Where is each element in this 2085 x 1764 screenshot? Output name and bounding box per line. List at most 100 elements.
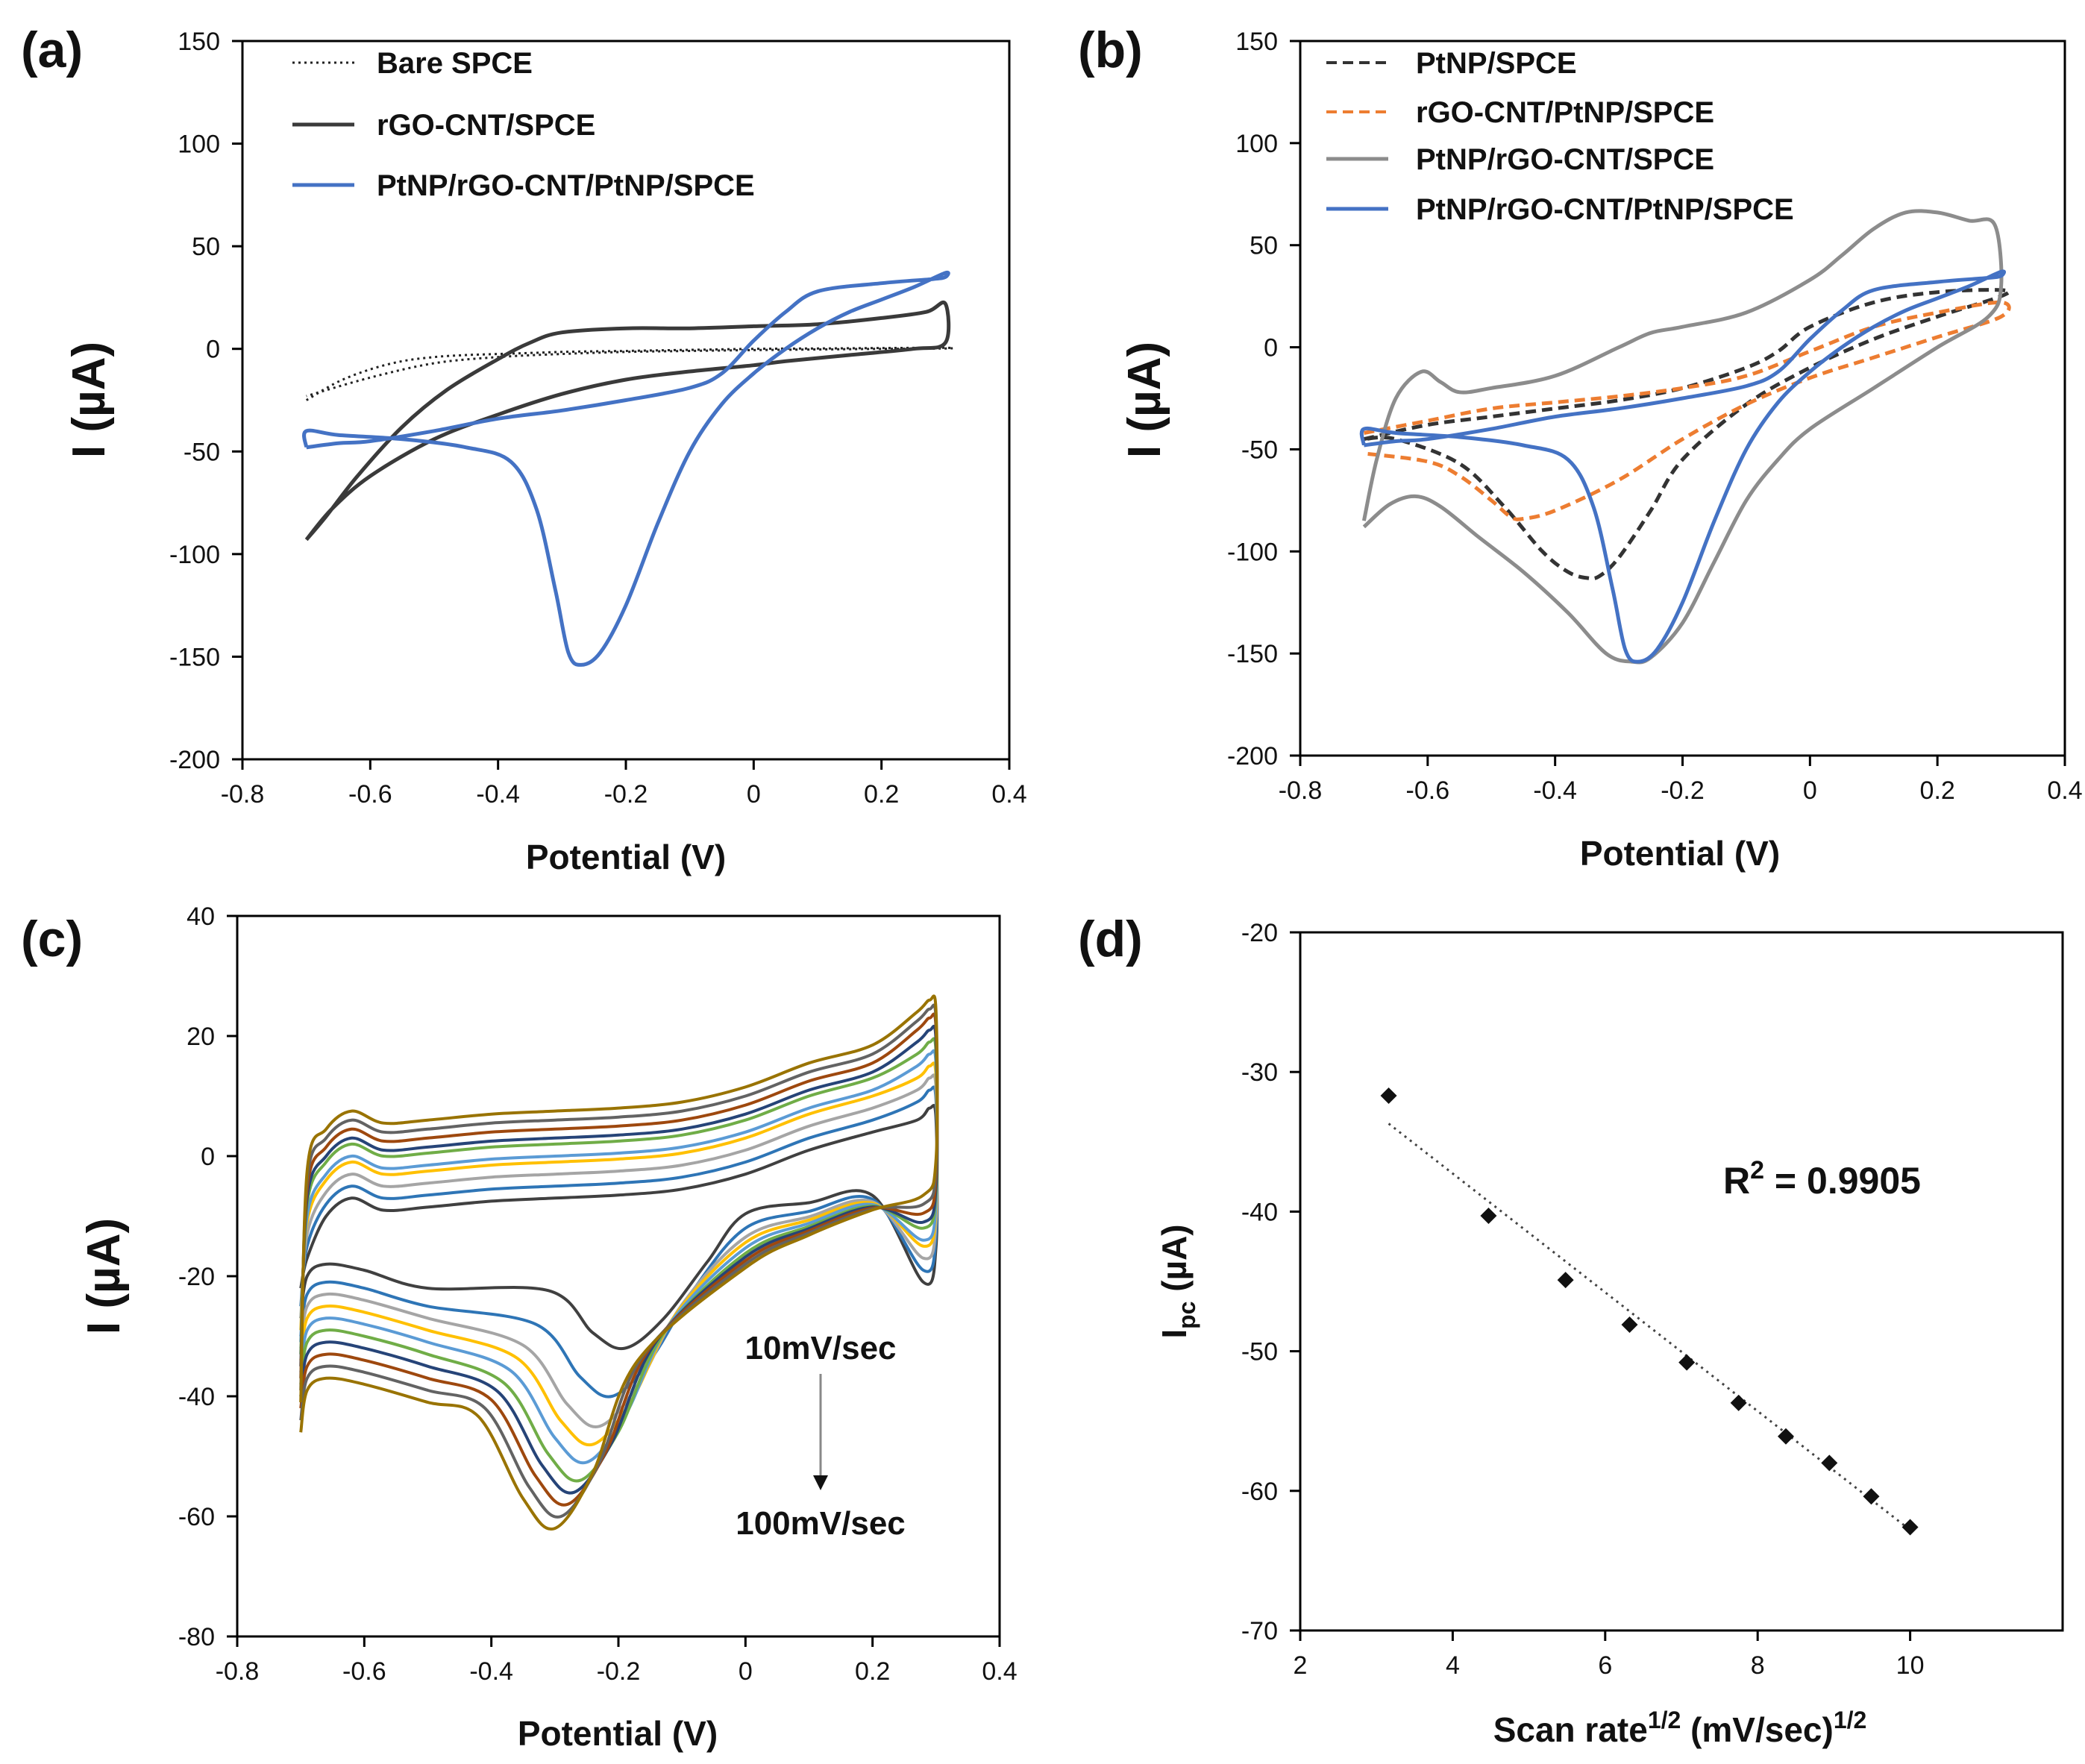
- panel-b-x-tick-label: 0.4: [2047, 776, 2082, 805]
- panel-a-y-tick-label: 0: [206, 336, 220, 364]
- panel-c-x-tick-label: -0.6: [342, 1657, 386, 1686]
- panel-b-series-ptnp-rgo-cnt-ptnp-spce: [1359, 269, 2006, 664]
- panel-c-x-tick-label: 0.2: [855, 1657, 890, 1686]
- panel-a-y-ticks: 150 100 50 0 -50 -100 -150 -200: [169, 28, 242, 774]
- panel-d-x-ticks: 2 4 6 8 10: [1294, 1630, 1925, 1680]
- panel-b: (b) -0.8 -0.6 -0.4 -0.2 0 0.2 0.4 150 100 50 0 -50…: [1078, 22, 2083, 873]
- panel-a-legend: Bare SPCE rGO-CNT/SPCE PtNP/rGO-CNT/PtNP…: [292, 47, 755, 202]
- panel-a-x-tick-label: -0.6: [348, 780, 392, 809]
- panel-d-plot-frame: [1299, 931, 2064, 1632]
- panel-b-series: [1359, 209, 2011, 665]
- panel-b-y-tick-label: 100: [1235, 130, 1278, 158]
- panel-a-y-tick-label: -100: [169, 541, 220, 569]
- panel-c-series: [299, 994, 939, 1531]
- panel-c-x-tick-label: 0.4: [982, 1657, 1017, 1686]
- panel-b-y-tick-label: -200: [1227, 742, 1278, 770]
- panel-b-x-tick-label: 0.2: [1920, 776, 1955, 805]
- panel-d-x-tick-label: 6: [1598, 1651, 1612, 1680]
- panel-d-y-tick-label: -20: [1241, 919, 1278, 947]
- panel-a-x-tick-label: -0.4: [476, 780, 520, 809]
- panel-b-y-tick-label: 150: [1235, 28, 1278, 56]
- panel-b-y-tick-label: -150: [1227, 640, 1278, 668]
- panel-c-y-tick-label: -60: [178, 1503, 215, 1531]
- panel-b-y-ticks: 150 100 50 0 -50 -100 -150 -200: [1227, 28, 1300, 770]
- panel-a-y-tick-label: 150: [178, 28, 220, 56]
- panel-d-y-tick-label: -60: [1241, 1478, 1278, 1506]
- panel-b-y-tick-label: -50: [1241, 436, 1278, 464]
- panel-a-y-tick-label: 50: [192, 233, 220, 261]
- panel-c-series-70-mv-sec: [299, 1024, 939, 1495]
- panel-c-y-tick-label: 40: [186, 903, 215, 931]
- panel-c-x-ticks: -0.8 -0.6 -0.4 -0.2 0 0.2 0.4: [216, 1636, 1018, 1686]
- panel-b-x-tick-label: -0.6: [1406, 776, 1450, 805]
- panel-d-data-point: [1678, 1354, 1696, 1371]
- panel-a-y-tick-label: -150: [169, 643, 220, 671]
- panel-a-series-bare-spce: [305, 346, 955, 401]
- panel-c-y-tick-label: -80: [178, 1623, 215, 1651]
- panel-d-x-tick-label: 4: [1446, 1651, 1460, 1680]
- panel-c: (c) -0.8 -0.6 -0.4 -0.2 0 0.2 0.4 40 20 0 -20 -40 -…: [21, 903, 1018, 1753]
- panel-b-x-ticks: -0.8 -0.6 -0.4 -0.2 0 0.2 0.4: [1279, 756, 2083, 805]
- panel-d-x-tick-label: 2: [1294, 1651, 1308, 1680]
- panel-a: (a) -0.8 -0.6 -0.4 -0.2 0 0.2 0.4 150 100 50 0 -50…: [21, 22, 1027, 876]
- panel-b-y-axis-title: I (µA): [1119, 342, 1170, 458]
- panel-b-label: (b): [1078, 22, 1143, 78]
- panel-b-y-tick-label: 0: [1264, 334, 1278, 362]
- legend-label-rgo-cnt-spce: rGO-CNT/SPCE: [377, 109, 595, 142]
- panel-a-x-tick-label: -0.8: [221, 780, 265, 809]
- panel-c-series-50-mv-sec: [299, 1049, 939, 1465]
- panel-b-y-tick-label: 50: [1250, 232, 1278, 260]
- panel-d-y-tick-label: -30: [1241, 1058, 1278, 1087]
- panel-c-y-ticks: 40 20 0 -20 -40 -60 -80: [178, 903, 237, 1651]
- panel-a-y-tick-label: -50: [184, 438, 220, 466]
- panel-b-x-tick-label: -0.4: [1533, 776, 1577, 805]
- panel-c-y-tick-label: 20: [186, 1023, 215, 1051]
- scan-rate-arrow-head-icon: [813, 1475, 828, 1490]
- panel-b-x-axis-title: Potential (V): [1580, 834, 1780, 873]
- panel-c-y-axis-title: I (µA): [78, 1218, 130, 1334]
- panel-a-label: (a): [21, 22, 83, 78]
- panel-c-series-40-mv-sec: [299, 1061, 939, 1447]
- panel-d-data-point: [1863, 1488, 1880, 1505]
- panel-d: (d) 2 4 6 8 10 -20 -30 -40 -50 -60 -70 Scan rate1…: [1078, 911, 2064, 1749]
- panel-d-data-point: [1621, 1316, 1638, 1334]
- panel-a-y-tick-label: -200: [169, 746, 220, 774]
- legend-label-ptnp-rgo-cnt-ptnp-spce: PtNP/rGO-CNT/PtNP/SPCE: [377, 169, 755, 202]
- panel-d-data-point: [1480, 1208, 1497, 1225]
- panel-d-label: (d): [1078, 911, 1143, 967]
- panel-a-x-tick-label: 0: [747, 780, 761, 809]
- panel-b-x-tick-label: -0.2: [1661, 776, 1705, 805]
- panel-b-series-ptnp-spce: [1363, 288, 2011, 581]
- panel-b-x-tick-label: 0: [1803, 776, 1817, 805]
- panel-a-x-tick-label: -0.2: [604, 780, 648, 809]
- panel-d-data-point: [1730, 1394, 1747, 1411]
- panel-d-y-tick-label: -50: [1241, 1338, 1278, 1366]
- panel-d-x-tick-label: 10: [1896, 1651, 1925, 1680]
- panel-c-x-tick-label: -0.8: [216, 1657, 260, 1686]
- panel-c-x-tick-label: -0.2: [597, 1657, 641, 1686]
- panel-a-x-ticks: -0.8 -0.6 -0.4 -0.2 0 0.2 0.4: [221, 759, 1027, 809]
- panel-d-y-tick-label: -70: [1241, 1617, 1278, 1645]
- panel-d-series: [1380, 1087, 1919, 1536]
- panel-c-y-tick-label: -20: [178, 1263, 215, 1291]
- panel-c-label: (c): [21, 911, 83, 967]
- panel-a-series-rgo-cnt-spce: [304, 301, 951, 542]
- panel-b-legend: PtNP/SPCE rGO-CNT/PtNP/SPCE PtNP/rGO-CNT…: [1326, 47, 1794, 226]
- panel-c-y-tick-label: 0: [201, 1143, 215, 1171]
- panel-d-data-point: [1380, 1087, 1397, 1105]
- legend-label-ptnp-spce: PtNP/SPCE: [1416, 47, 1577, 80]
- panel-c-series-100-mv-sec: [299, 994, 939, 1531]
- panel-b-series-rgo-cnt-ptnp-spce: [1363, 300, 2011, 521]
- panel-a-x-axis-title: Potential (V): [526, 838, 726, 876]
- panel-d-x-axis-title: Scan rate1/2 (mV/sec)1/2: [1493, 1707, 1867, 1749]
- panel-b-x-tick-label: -0.8: [1279, 776, 1323, 805]
- panel-a-x-tick-label: 0.4: [991, 780, 1026, 809]
- panel-a-y-axis-title: I (µA): [63, 342, 115, 458]
- r-squared-annotation: R2 = 0.9905: [1723, 1156, 1921, 1202]
- panel-d-x-tick-label: 8: [1751, 1651, 1765, 1680]
- panel-d-data-point: [1821, 1454, 1838, 1472]
- scan-rate-end-annotation: 100mV/sec: [736, 1505, 906, 1542]
- panel-d-data-point: [1778, 1428, 1795, 1445]
- panel-b-y-tick-label: -100: [1227, 538, 1278, 566]
